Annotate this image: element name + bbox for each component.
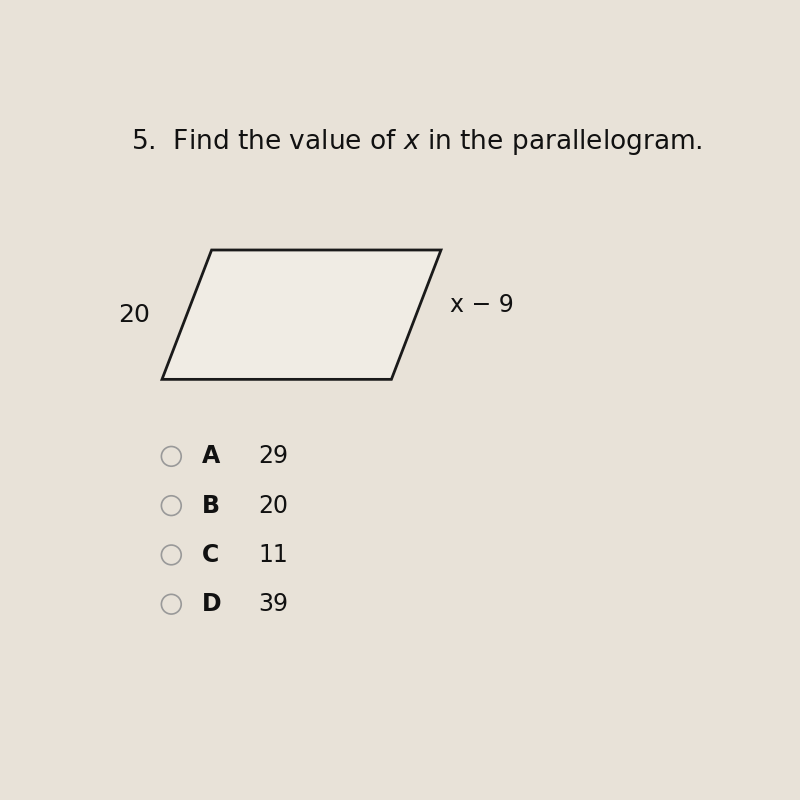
Text: 11: 11 [258, 543, 288, 567]
Text: 5.  Find the value of $x$ in the parallelogram.: 5. Find the value of $x$ in the parallel… [131, 127, 702, 157]
Text: 20: 20 [118, 302, 150, 326]
Circle shape [162, 594, 182, 614]
Circle shape [162, 496, 182, 515]
Text: D: D [202, 592, 222, 616]
Text: 20: 20 [258, 494, 288, 518]
Circle shape [162, 545, 182, 565]
Text: C: C [202, 543, 219, 567]
Circle shape [162, 446, 182, 466]
Polygon shape [162, 250, 441, 379]
Text: 39: 39 [258, 592, 288, 616]
Text: B: B [202, 494, 220, 518]
Text: x − 9: x − 9 [450, 294, 514, 318]
Text: A: A [202, 444, 221, 468]
Text: 29: 29 [258, 444, 288, 468]
